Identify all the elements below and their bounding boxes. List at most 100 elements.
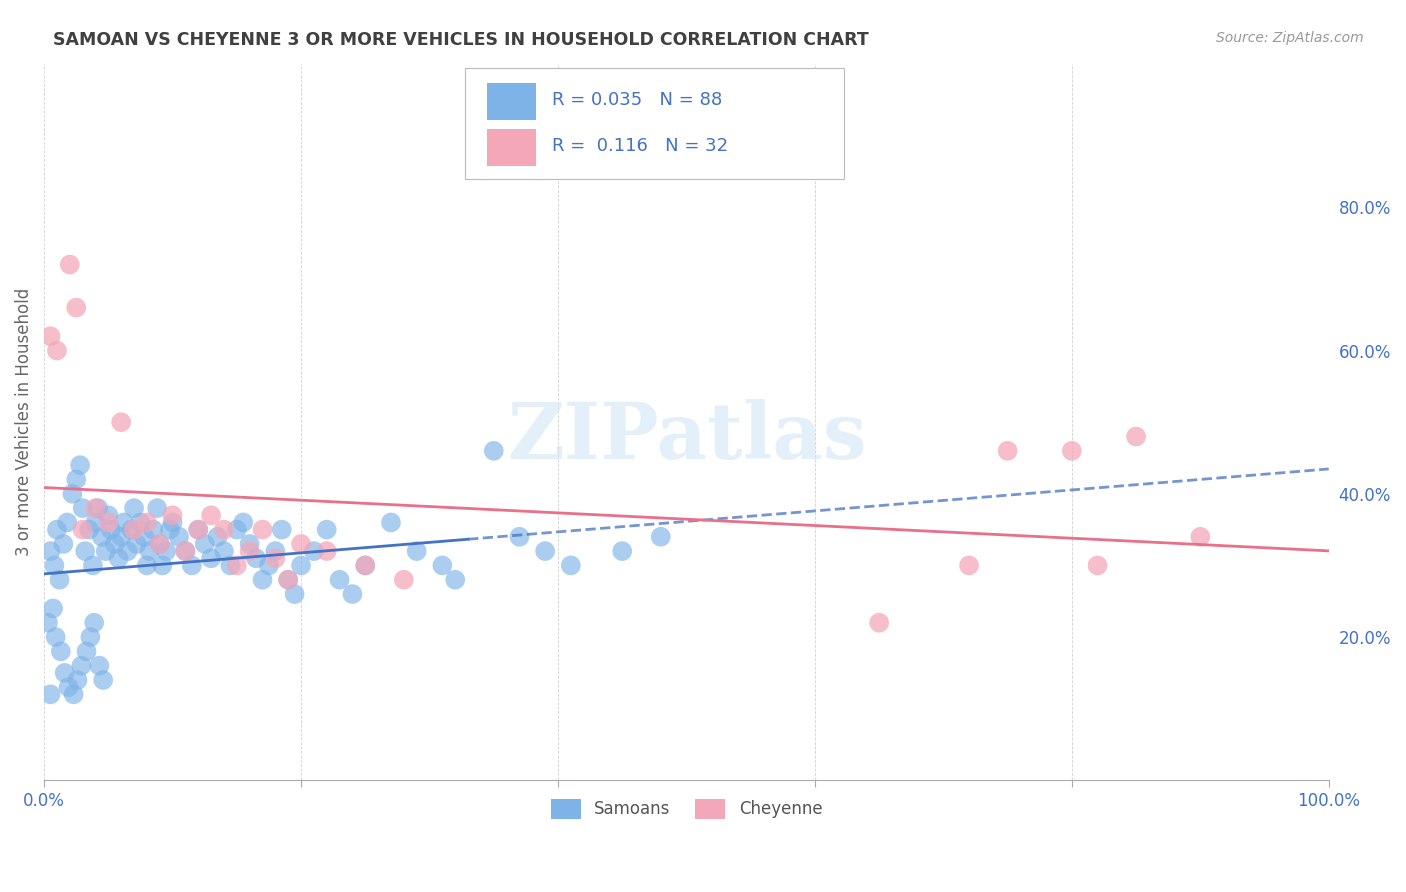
Point [225, 558, 247, 573]
Point [354, 558, 377, 573]
Point [97, 516, 120, 530]
Point [121, 523, 143, 537]
Point [110, 415, 132, 429]
Point [957, 558, 980, 573]
Point [125, 537, 148, 551]
Point [482, 443, 505, 458]
Point [508, 530, 530, 544]
Point [72, 501, 94, 516]
Legend: Samoans, Cheyenne: Samoans, Cheyenne [544, 792, 830, 826]
Point [212, 544, 235, 558]
Point [65, 473, 87, 487]
Point [225, 523, 247, 537]
Point [329, 573, 352, 587]
Point [100, 523, 122, 537]
Point [162, 516, 184, 530]
Point [650, 530, 672, 544]
Point [252, 523, 274, 537]
Point [122, 501, 145, 516]
Point [315, 523, 337, 537]
Point [135, 516, 157, 530]
Point [149, 537, 172, 551]
Point [1087, 558, 1109, 573]
Point [107, 551, 129, 566]
Point [284, 587, 307, 601]
Point [155, 544, 177, 558]
Point [52, 537, 75, 551]
FancyBboxPatch shape [488, 128, 536, 166]
Point [232, 516, 254, 530]
FancyBboxPatch shape [488, 83, 536, 120]
Point [89, 658, 111, 673]
Point [70, 658, 93, 673]
Point [150, 558, 173, 573]
Point [79, 630, 101, 644]
Point [264, 544, 287, 558]
Point [534, 544, 557, 558]
Y-axis label: 3 or more Vehicles in Household: 3 or more Vehicles in Household [15, 288, 32, 557]
Point [997, 443, 1019, 458]
Point [162, 508, 184, 523]
FancyBboxPatch shape [465, 68, 845, 178]
Point [117, 544, 139, 558]
Point [149, 537, 172, 551]
Point [432, 558, 454, 573]
Point [380, 516, 402, 530]
Point [290, 537, 312, 551]
Point [187, 523, 209, 537]
Point [239, 544, 262, 558]
Point [39, 687, 62, 701]
Point [219, 558, 242, 573]
Point [252, 573, 274, 587]
Point [180, 558, 202, 573]
Text: ZIPatlas: ZIPatlas [506, 399, 866, 475]
Point [315, 544, 337, 558]
Point [76, 644, 98, 658]
Point [868, 615, 890, 630]
Point [65, 301, 87, 315]
Point [174, 544, 197, 558]
Point [560, 558, 582, 573]
Point [46, 343, 69, 358]
Point [45, 630, 67, 644]
Point [1189, 530, 1212, 544]
Point [104, 537, 127, 551]
Point [142, 523, 165, 537]
Point [44, 558, 66, 573]
Point [1125, 429, 1147, 443]
Point [354, 558, 377, 573]
Point [200, 551, 222, 566]
Point [60, 487, 83, 501]
Point [187, 523, 209, 537]
Point [91, 673, 114, 687]
Text: SAMOAN VS CHEYENNE 3 OR MORE VEHICLES IN HOUSEHOLD CORRELATION CHART: SAMOAN VS CHEYENNE 3 OR MORE VEHICLES IN… [53, 31, 869, 49]
Point [46, 523, 69, 537]
Point [97, 508, 120, 523]
Text: R =  0.116   N = 32: R = 0.116 N = 32 [551, 137, 728, 155]
Point [42, 601, 65, 615]
Point [444, 573, 467, 587]
Point [290, 558, 312, 573]
Point [174, 544, 197, 558]
Point [146, 501, 169, 516]
Point [135, 558, 157, 573]
Point [200, 508, 222, 523]
Point [75, 544, 97, 558]
Point [270, 523, 292, 537]
Point [239, 537, 262, 551]
Point [82, 558, 104, 573]
Point [39, 329, 62, 343]
Point [167, 530, 190, 544]
Point [1060, 443, 1083, 458]
Point [37, 615, 59, 630]
Point [59, 258, 82, 272]
Point [277, 573, 299, 587]
Point [87, 501, 110, 516]
Point [90, 530, 112, 544]
Point [110, 530, 132, 544]
Point [62, 687, 84, 701]
Point [277, 573, 299, 587]
Point [212, 523, 235, 537]
Point [405, 544, 427, 558]
Point [58, 680, 80, 694]
